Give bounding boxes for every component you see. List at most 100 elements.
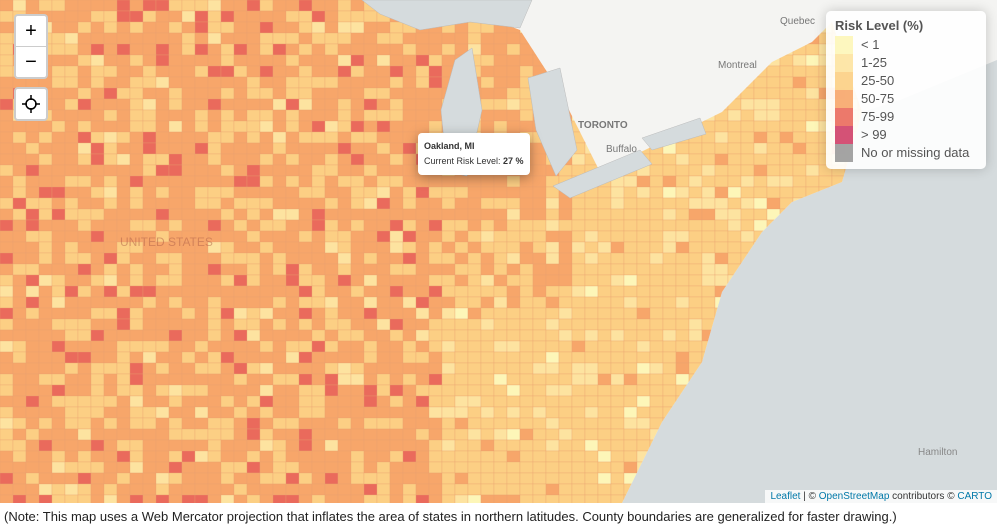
county[interactable]: [194, 428, 209, 441]
county[interactable]: [168, 10, 183, 23]
county[interactable]: [428, 274, 443, 287]
county[interactable]: [64, 153, 79, 166]
county[interactable]: [142, 76, 157, 89]
county[interactable]: [0, 219, 14, 232]
county[interactable]: [246, 65, 261, 78]
county[interactable]: [610, 428, 625, 441]
county[interactable]: [259, 296, 274, 309]
county[interactable]: [129, 65, 144, 78]
county[interactable]: [64, 65, 79, 78]
county[interactable]: [51, 98, 66, 111]
county[interactable]: [194, 318, 209, 331]
county[interactable]: [64, 494, 79, 503]
county[interactable]: [272, 230, 287, 243]
county[interactable]: [428, 87, 443, 100]
county[interactable]: [389, 263, 404, 276]
county[interactable]: [779, 87, 794, 100]
county[interactable]: [51, 406, 66, 419]
county[interactable]: [259, 131, 274, 144]
county[interactable]: [168, 318, 183, 331]
county[interactable]: [493, 307, 508, 320]
county[interactable]: [259, 483, 274, 496]
county[interactable]: [51, 384, 66, 397]
county[interactable]: [623, 197, 638, 210]
county[interactable]: [610, 373, 625, 386]
county[interactable]: [493, 362, 508, 375]
county[interactable]: [207, 153, 222, 166]
county[interactable]: [103, 307, 118, 320]
county[interactable]: [402, 175, 417, 188]
county[interactable]: [441, 241, 456, 254]
county[interactable]: [129, 43, 144, 56]
county[interactable]: [311, 417, 326, 430]
county[interactable]: [90, 65, 105, 78]
county[interactable]: [610, 296, 625, 309]
county[interactable]: [506, 406, 521, 419]
county[interactable]: [194, 307, 209, 320]
county[interactable]: [272, 252, 287, 265]
county[interactable]: [77, 296, 92, 309]
county[interactable]: [246, 10, 261, 23]
county[interactable]: [181, 373, 196, 386]
county[interactable]: [129, 373, 144, 386]
county[interactable]: [792, 76, 807, 89]
county[interactable]: [532, 230, 547, 243]
county[interactable]: [116, 197, 131, 210]
county[interactable]: [480, 241, 495, 254]
county[interactable]: [207, 120, 222, 133]
county[interactable]: [181, 329, 196, 342]
county[interactable]: [545, 461, 560, 474]
county[interactable]: [0, 175, 14, 188]
county[interactable]: [298, 439, 313, 452]
county[interactable]: [207, 406, 222, 419]
county[interactable]: [714, 252, 729, 265]
county[interactable]: [415, 340, 430, 353]
county[interactable]: [532, 263, 547, 276]
county[interactable]: [285, 219, 300, 232]
county[interactable]: [376, 175, 391, 188]
county[interactable]: [103, 32, 118, 45]
county[interactable]: [415, 98, 430, 111]
county[interactable]: [792, 164, 807, 177]
county[interactable]: [779, 98, 794, 111]
county[interactable]: [545, 472, 560, 485]
county[interactable]: [233, 296, 248, 309]
county[interactable]: [129, 384, 144, 397]
county[interactable]: [480, 54, 495, 67]
county[interactable]: [389, 461, 404, 474]
county[interactable]: [493, 65, 508, 78]
county[interactable]: [662, 164, 677, 177]
county[interactable]: [0, 274, 14, 287]
county[interactable]: [38, 340, 53, 353]
county[interactable]: [103, 131, 118, 144]
county[interactable]: [428, 230, 443, 243]
county[interactable]: [207, 307, 222, 320]
county[interactable]: [142, 307, 157, 320]
county[interactable]: [402, 406, 417, 419]
county[interactable]: [64, 10, 79, 23]
county[interactable]: [298, 252, 313, 265]
county[interactable]: [51, 109, 66, 122]
county[interactable]: [610, 494, 625, 503]
county[interactable]: [25, 197, 40, 210]
county[interactable]: [545, 329, 560, 342]
county[interactable]: [194, 131, 209, 144]
county[interactable]: [0, 450, 14, 463]
county[interactable]: [467, 186, 482, 199]
county[interactable]: [610, 197, 625, 210]
county[interactable]: [51, 373, 66, 386]
county[interactable]: [493, 120, 508, 133]
county[interactable]: [714, 142, 729, 155]
county[interactable]: [298, 76, 313, 89]
county[interactable]: [38, 175, 53, 188]
county[interactable]: [142, 120, 157, 133]
county[interactable]: [142, 263, 157, 276]
county[interactable]: [0, 307, 14, 320]
link[interactable]: CARTO: [957, 491, 992, 502]
county[interactable]: [311, 10, 326, 23]
county[interactable]: [428, 428, 443, 441]
county[interactable]: [519, 296, 534, 309]
county[interactable]: [64, 32, 79, 45]
county[interactable]: [77, 0, 92, 12]
county[interactable]: [259, 120, 274, 133]
